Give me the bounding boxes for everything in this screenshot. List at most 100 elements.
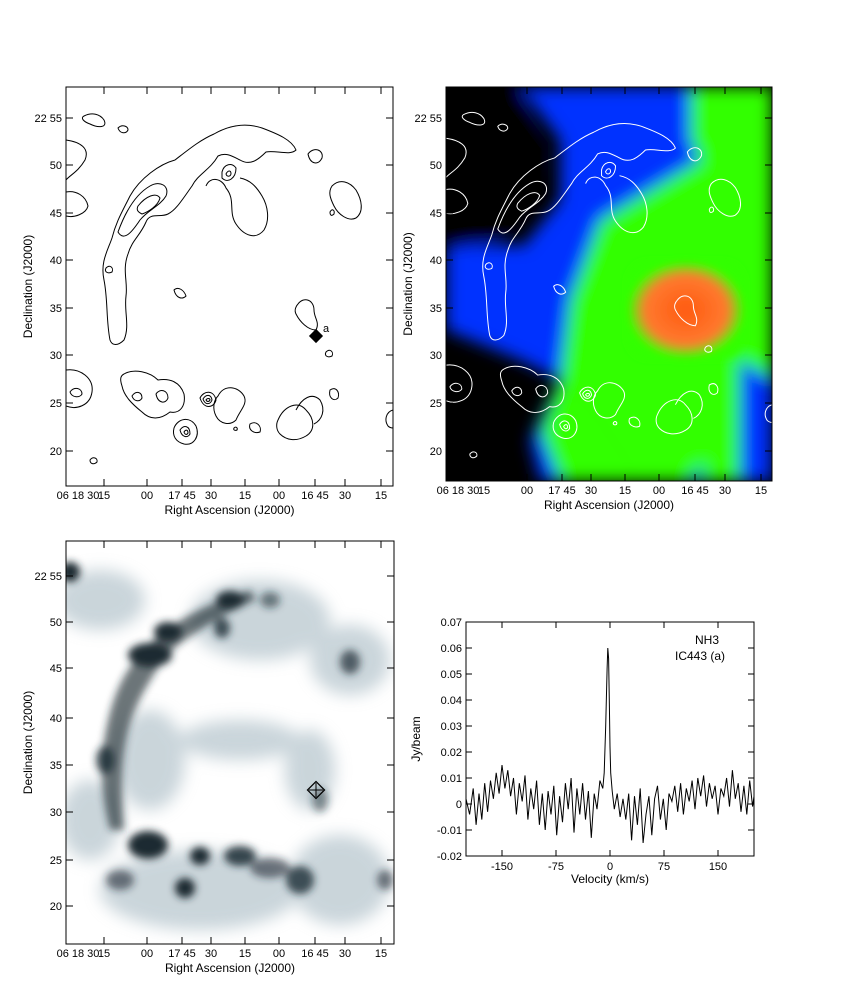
- contour: [553, 284, 567, 295]
- x-tick-label: 00: [273, 490, 285, 502]
- contour: [117, 183, 168, 237]
- y-axis-label: Declination (J2000): [21, 691, 35, 794]
- contour: [708, 383, 719, 395]
- x-tick-label: 15: [375, 948, 387, 960]
- spectrum-y-label: Jy/beam: [409, 716, 423, 761]
- contour: [295, 395, 324, 425]
- x-tick-label: 15: [98, 948, 110, 960]
- contour-map-frame: [65, 86, 394, 487]
- spectrum-y-tick-label: 0.02: [441, 747, 462, 759]
- contour: [213, 387, 246, 424]
- contour: [325, 349, 333, 358]
- color-map-image: [446, 87, 772, 481]
- y-tick-label: 25: [430, 398, 442, 410]
- contour: [601, 161, 617, 179]
- y-tick-label: 45: [50, 208, 62, 220]
- contour: [559, 420, 571, 432]
- contour: [221, 164, 237, 181]
- spectrum-y-tick-label: 0.05: [441, 669, 462, 681]
- spectrum-y-tick-label: -0.01: [437, 825, 462, 837]
- legend-line-2: IC443 (a): [675, 649, 725, 663]
- contour: [136, 194, 161, 215]
- x-tick-label: 16 45: [301, 948, 329, 960]
- contour: [582, 389, 593, 399]
- y-tick-label: 45: [50, 663, 62, 675]
- y-tick-label: 35: [50, 760, 62, 772]
- x-tick-label: 30: [205, 948, 217, 960]
- y-tick-label: 50: [50, 160, 62, 172]
- contour: [233, 426, 238, 431]
- contour: [704, 345, 713, 353]
- greyscale-frame: [65, 540, 395, 945]
- contour: [469, 451, 478, 459]
- contour-overlay: [446, 111, 772, 459]
- y-tick-label: 35: [50, 303, 62, 315]
- color-map-peak: [628, 262, 744, 358]
- contour: [276, 404, 314, 441]
- spectrum-y-tick-label: -0.02: [437, 851, 462, 863]
- contour: [579, 386, 597, 402]
- spectrum-x-tick-label: -150: [491, 861, 513, 873]
- x-tick-label: 15: [478, 485, 490, 497]
- contour: [461, 111, 486, 126]
- contour: [131, 391, 143, 402]
- spectrum-y-tick-label: 0.01: [441, 773, 462, 785]
- x-tick-label: 15: [375, 490, 387, 502]
- contour: [117, 125, 129, 134]
- y-tick-label: 20: [430, 446, 442, 458]
- x-tick-label: 00: [141, 948, 153, 960]
- contour: [612, 421, 618, 426]
- spectrum-panel: -150 -75 0 75 150 0.07 0.06 0.05 0.04 0.03 0.02 0.0…: [409, 617, 755, 886]
- contour: [592, 382, 626, 419]
- contour: [482, 123, 676, 341]
- contour: [202, 394, 213, 405]
- contour: [173, 287, 187, 299]
- x-tick-label: 15: [755, 485, 767, 497]
- contour: [497, 123, 509, 132]
- legend-line-1: NH3: [695, 633, 719, 647]
- spectrum-line: [465, 647, 755, 844]
- contour: [329, 181, 362, 220]
- x-tick-label: 00: [653, 485, 665, 497]
- contour: [385, 409, 393, 429]
- y-tick-label: 30: [50, 350, 62, 362]
- contour: [102, 124, 297, 345]
- contour: [329, 209, 335, 216]
- contour: [205, 398, 211, 402]
- y-tick-label: 30: [50, 807, 62, 819]
- y-tick-label: 22 55: [414, 113, 442, 125]
- contour: [66, 369, 93, 408]
- contour: [249, 422, 261, 433]
- x-tick-label: 16 45: [301, 490, 329, 502]
- y-axis-label: Declination (J2000): [21, 235, 35, 338]
- x-tick-label: 06 18 30: [437, 485, 480, 497]
- contour: [120, 370, 185, 419]
- x-tick-label: 06 18 30: [57, 948, 100, 960]
- spectrum-x-tick-label: 0: [607, 861, 613, 873]
- contour: [225, 170, 232, 177]
- x-tick-label: 00: [273, 948, 285, 960]
- spectrum-x-tick-label: 150: [709, 861, 727, 873]
- y-axis-label: Declination (J2000): [401, 232, 415, 335]
- x-tick-label: 17 45: [168, 490, 196, 502]
- contour: [516, 192, 541, 212]
- color-map-contour-lines: [446, 111, 772, 459]
- contour: [686, 147, 703, 162]
- contour: [81, 113, 106, 128]
- contour: [183, 429, 189, 435]
- y-tick-label: 30: [430, 350, 442, 362]
- contour: [585, 175, 648, 234]
- greyscale-image: [66, 562, 393, 930]
- contour: [484, 262, 493, 270]
- spectrum-y-tick-label: 0.06: [441, 643, 462, 655]
- contour-lines: [66, 113, 393, 465]
- y-tick-label: 35: [430, 303, 442, 315]
- contour: [511, 386, 523, 397]
- x-tick-label: 16 45: [681, 485, 709, 497]
- contour: [446, 188, 469, 215]
- spectrum-y-tick-label: 0.07: [441, 617, 462, 629]
